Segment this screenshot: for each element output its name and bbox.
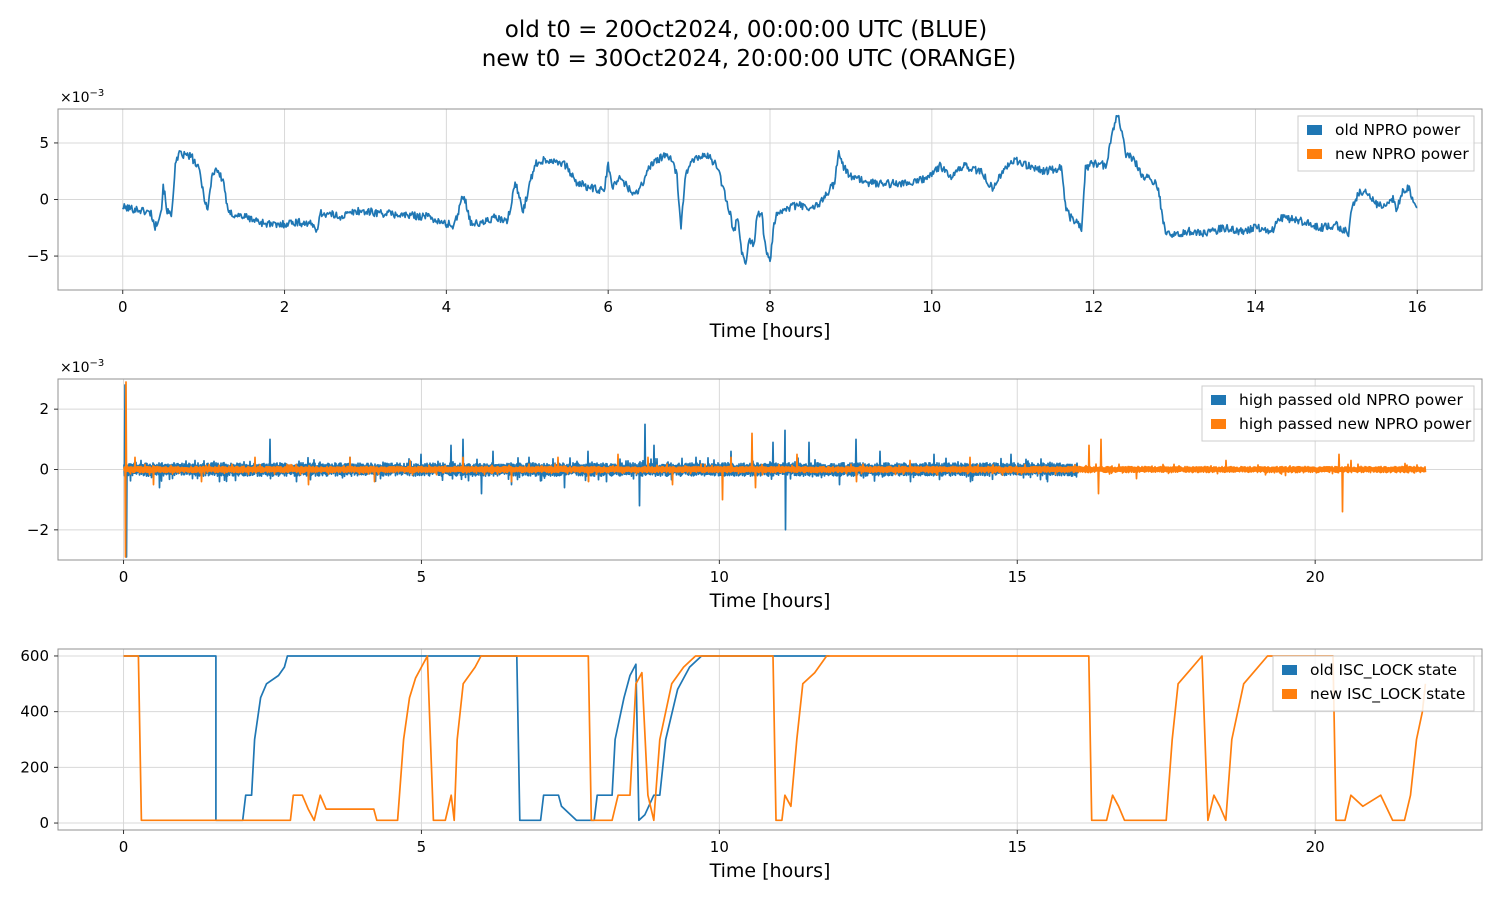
- axes-frame: [57, 648, 1483, 831]
- legend-box: [1201, 385, 1475, 442]
- plot-area: [123, 655, 1427, 822]
- panels: 0 2 4 6 8 10 12 14 16 −5 0 5 ×10−3 Time [hours] old NP…: [20, 88, 1483, 882]
- legend-label: high passed old NPRO power: [1239, 391, 1463, 409]
- x-tick-label: 12: [1084, 298, 1103, 316]
- plot-area: [121, 114, 1418, 265]
- y-tick-label: −2: [27, 521, 49, 539]
- legend-swatch: [1307, 149, 1322, 159]
- series-line-2: [123, 655, 1427, 822]
- legend-label: old NPRO power: [1335, 121, 1461, 139]
- x-tick-label: 20: [1306, 568, 1325, 586]
- chart-panel-2: 0 5 10 15 20 −2 0 2 ×10−3 Time [hours] high passed…: [27, 358, 1483, 612]
- x-tick-label: 8: [765, 298, 775, 316]
- legend-swatch: [1307, 125, 1322, 135]
- figure-title-line1: old t0 = 20Oct2024, 00:00:00 UTC (BLUE): [505, 17, 987, 43]
- x-tick-label: 0: [118, 298, 128, 316]
- x-tick-label: 14: [1246, 298, 1265, 316]
- x-tick-label: 2: [280, 298, 290, 316]
- y-multiplier: ×10−3: [60, 88, 104, 106]
- x-tick-label: 0: [119, 568, 129, 586]
- x-tick-label: 10: [710, 838, 729, 856]
- chart-panel-1: 0 2 4 6 8 10 12 14 16 −5 0 5 ×10−3 Time [hours] old NP…: [27, 88, 1483, 342]
- y-tick-label: −5: [27, 247, 49, 265]
- y-tick-label: 0: [39, 814, 49, 832]
- x-tick-label: 6: [603, 298, 613, 316]
- figure-title-line2: new t0 = 30Oct2024, 20:00:00 UTC (ORANGE…: [482, 46, 1017, 72]
- legend-swatch: [1211, 395, 1226, 405]
- x-tick-label: 0: [119, 838, 129, 856]
- legend: old ISC_LOCK state new ISC_LOCK state: [1272, 655, 1475, 712]
- y-tick-label: 5: [39, 134, 49, 152]
- series-line-2: [123, 381, 1427, 558]
- plot-area: [123, 381, 1427, 558]
- y-tick-label: 2: [39, 400, 49, 418]
- legend-label: high passed new NPRO power: [1239, 415, 1472, 433]
- x-tick-label: 20: [1306, 838, 1325, 856]
- x-tick-label: 5: [417, 838, 427, 856]
- legend-box: [1272, 655, 1475, 712]
- x-tick-label: 15: [1008, 838, 1027, 856]
- y-tick-label: 0: [39, 191, 49, 209]
- x-tick-label: 16: [1408, 298, 1427, 316]
- x-axis-label: Time [hours]: [709, 320, 831, 342]
- legend-box: [1297, 115, 1475, 172]
- x-axis-label: Time [hours]: [709, 590, 831, 612]
- series-line-1: [123, 655, 830, 822]
- x-tick-label: 4: [442, 298, 452, 316]
- x-tick-label: 5: [417, 568, 427, 586]
- y-tick-label: 200: [20, 758, 49, 776]
- x-tick-label: 10: [922, 298, 941, 316]
- legend-label: new NPRO power: [1335, 145, 1469, 163]
- legend-swatch: [1211, 419, 1226, 429]
- legend-swatch: [1282, 665, 1297, 675]
- y-tick-label: 0: [39, 461, 49, 479]
- legend-label: new ISC_LOCK state: [1310, 685, 1465, 704]
- legend-label: old ISC_LOCK state: [1310, 661, 1457, 680]
- series-line-1: [121, 114, 1418, 265]
- legend: high passed old NPRO power high passed ne…: [1201, 385, 1475, 442]
- legend: old NPRO power new NPRO power: [1297, 115, 1475, 172]
- y-tick-label: 400: [20, 703, 49, 721]
- x-tick-label: 10: [710, 568, 729, 586]
- legend-swatch: [1282, 689, 1297, 699]
- y-multiplier: ×10−3: [60, 358, 104, 376]
- x-tick-label: 15: [1008, 568, 1027, 586]
- y-tick-label: 600: [20, 647, 49, 665]
- x-axis-label: Time [hours]: [709, 860, 831, 882]
